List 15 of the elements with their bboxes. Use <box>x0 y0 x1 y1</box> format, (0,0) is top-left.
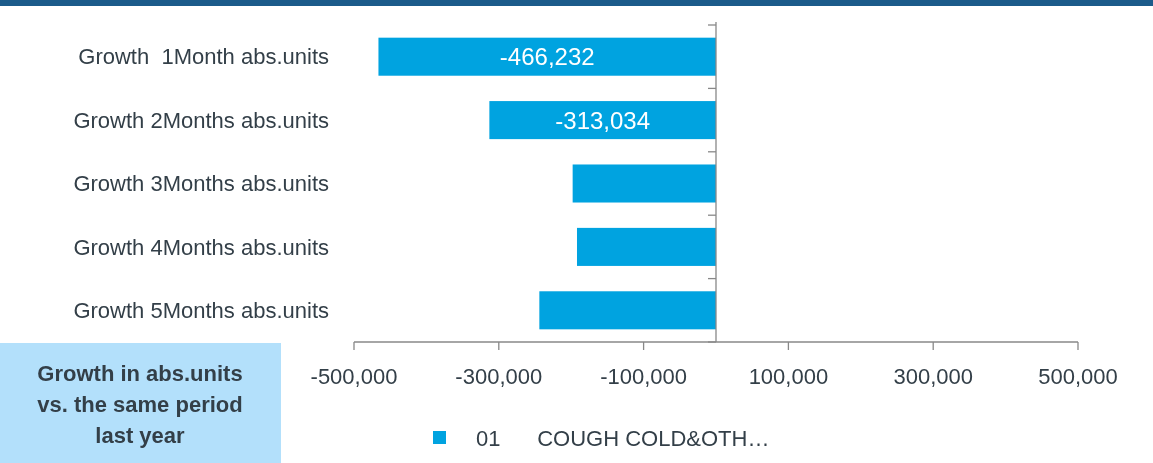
legend-label: 01 COUGH COLD&OTH… <box>476 425 770 451</box>
x-tick-label: 500,000 <box>1038 364 1118 389</box>
y-tick-label: Growth 4Months abs.units <box>73 234 329 260</box>
x-tick-label: -500,000 <box>310 364 398 389</box>
y-tick-label: Growth 5Months abs.units <box>73 298 329 323</box>
x-tick-label: 100,000 <box>748 364 829 389</box>
x-tick-label: -100,000 <box>600 364 688 389</box>
x-tick-label: -300,000 <box>455 364 543 389</box>
text: Growth in abs.units vs. the same period last year <box>37 361 243 448</box>
data-label: -466,232 <box>499 43 595 71</box>
data-label: -313,034 <box>555 106 651 134</box>
x-tick-label: 300,000 <box>893 364 973 389</box>
y-tick-label: Growth 2Months abs.units <box>73 107 329 133</box>
y-tick-label: Growth 1Month abs.units <box>78 44 329 70</box>
y-tick-label: Growth 3Months abs.units <box>73 171 329 197</box>
